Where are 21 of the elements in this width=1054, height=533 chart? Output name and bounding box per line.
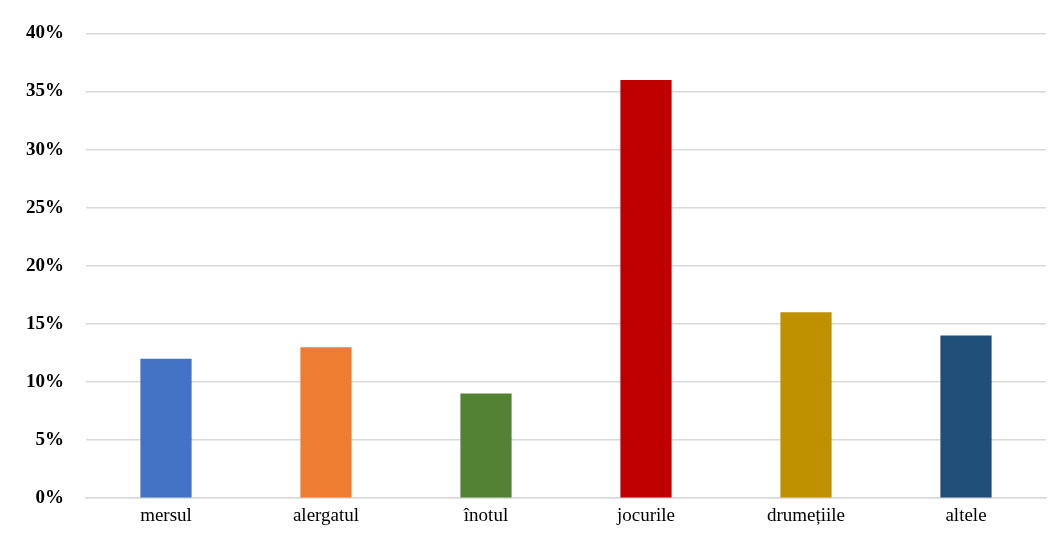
y-tick-label: 0% xyxy=(35,486,64,508)
bar xyxy=(140,358,192,498)
x-tick-label: altele xyxy=(945,503,987,525)
x-tick-label: mersul xyxy=(140,503,192,525)
bar xyxy=(620,79,672,498)
y-tick-label: 10% xyxy=(26,369,64,391)
bar xyxy=(780,312,832,498)
y-tick-label: 20% xyxy=(26,253,64,275)
y-tick-label: 25% xyxy=(26,195,64,217)
y-tick-label: 15% xyxy=(26,311,64,333)
y-tick-label: 35% xyxy=(26,79,64,101)
bar xyxy=(300,347,352,498)
x-tick-label: jocurile xyxy=(615,503,676,525)
x-tick-label: alergatul xyxy=(292,503,360,525)
x-tick-label: înotul xyxy=(462,503,509,525)
y-tick-label: 40% xyxy=(26,21,64,43)
y-tick-label: 5% xyxy=(35,428,64,450)
x-tick-label: drumețiile xyxy=(766,503,846,525)
bar xyxy=(460,393,512,498)
bar xyxy=(940,335,992,498)
y-tick-label: 30% xyxy=(26,137,64,159)
